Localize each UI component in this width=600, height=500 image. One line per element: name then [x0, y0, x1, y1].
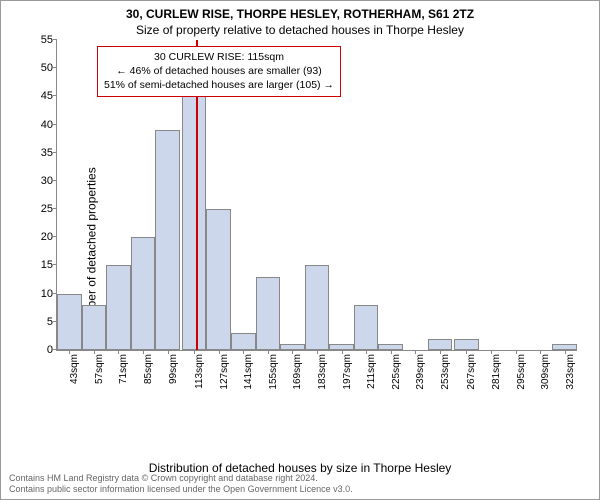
xtick-label: 309sqm — [540, 354, 551, 390]
xtick-label: 127sqm — [219, 354, 230, 390]
xtick-label: 253sqm — [440, 354, 451, 390]
histogram-bar — [305, 265, 330, 350]
bars-region: 051015202530354045505543sqm57sqm71sqm85s… — [56, 40, 577, 351]
ytick-label: 20 — [41, 231, 53, 243]
infobox: 30 CURLEW RISE: 115sqm← 46% of detached … — [97, 46, 341, 97]
xtick-label: 57sqm — [94, 354, 105, 384]
ytick-label: 40 — [41, 119, 53, 131]
histogram-bar — [82, 305, 107, 350]
footer: Contains HM Land Registry data © Crown c… — [9, 473, 353, 495]
ytick-mark — [53, 95, 57, 96]
ytick-mark — [53, 124, 57, 125]
ytick-label: 25 — [41, 203, 53, 215]
ytick-mark — [53, 321, 57, 322]
histogram-bar — [131, 237, 156, 350]
ytick-label: 5 — [47, 316, 53, 328]
ytick-label: 55 — [41, 34, 53, 46]
xtick-label: 43sqm — [69, 354, 80, 384]
histogram-bar — [454, 339, 479, 350]
ytick-label: 30 — [41, 175, 53, 187]
xtick-label: 141sqm — [243, 354, 254, 390]
ytick-label: 50 — [41, 62, 53, 74]
ytick-mark — [53, 39, 57, 40]
xtick-label: 225sqm — [391, 354, 402, 390]
xtick-label: 267sqm — [466, 354, 477, 390]
histogram-bar — [231, 333, 256, 350]
histogram-bar — [57, 294, 82, 350]
histogram-bar — [206, 209, 231, 350]
ytick-mark — [53, 264, 57, 265]
xtick-label: 155sqm — [268, 354, 279, 390]
ytick-label: 0 — [47, 344, 53, 356]
xtick-label: 113sqm — [194, 354, 205, 389]
footer-line1: Contains HM Land Registry data © Crown c… — [9, 473, 353, 484]
ytick-mark — [53, 152, 57, 153]
histogram-bar — [155, 130, 180, 350]
xtick-label: 71sqm — [118, 354, 129, 384]
ytick-mark — [53, 349, 57, 350]
ytick-mark — [53, 293, 57, 294]
footer-line2: Contains public sector information licen… — [9, 484, 353, 495]
xtick-label: 211sqm — [366, 354, 377, 389]
histogram-bar — [428, 339, 453, 350]
xtick-label: 239sqm — [415, 354, 426, 390]
ytick-label: 35 — [41, 147, 53, 159]
xtick-label: 99sqm — [168, 354, 179, 384]
histogram-bar — [106, 265, 131, 350]
title-main: 30, CURLEW RISE, THORPE HESLEY, ROTHERHA… — [1, 7, 599, 21]
infobox-line3: 51% of semi-detached houses are larger (… — [104, 78, 334, 92]
ytick-mark — [53, 208, 57, 209]
ytick-label: 10 — [41, 288, 53, 300]
histogram-bar — [182, 68, 207, 350]
plot-area: 051015202530354045505543sqm57sqm71sqm85s… — [56, 41, 576, 401]
xtick-label: 295sqm — [516, 354, 527, 390]
infobox-line1: 30 CURLEW RISE: 115sqm — [104, 50, 334, 64]
ytick-mark — [53, 67, 57, 68]
ytick-label: 45 — [41, 90, 53, 102]
ytick-mark — [53, 236, 57, 237]
infobox-line2: ← 46% of detached houses are smaller (93… — [104, 64, 334, 78]
xtick-label: 197sqm — [342, 354, 353, 390]
xtick-label: 85sqm — [143, 354, 154, 384]
xtick-label: 323sqm — [565, 354, 576, 390]
xtick-label: 183sqm — [317, 354, 328, 390]
chart-container: 30, CURLEW RISE, THORPE HESLEY, ROTHERHA… — [0, 0, 600, 500]
histogram-bar — [256, 277, 281, 350]
xtick-label: 169sqm — [292, 354, 303, 390]
title-sub: Size of property relative to detached ho… — [1, 23, 599, 37]
xtick-label: 281sqm — [491, 354, 502, 390]
ytick-mark — [53, 180, 57, 181]
histogram-bar — [354, 305, 379, 350]
ytick-label: 15 — [41, 259, 53, 271]
